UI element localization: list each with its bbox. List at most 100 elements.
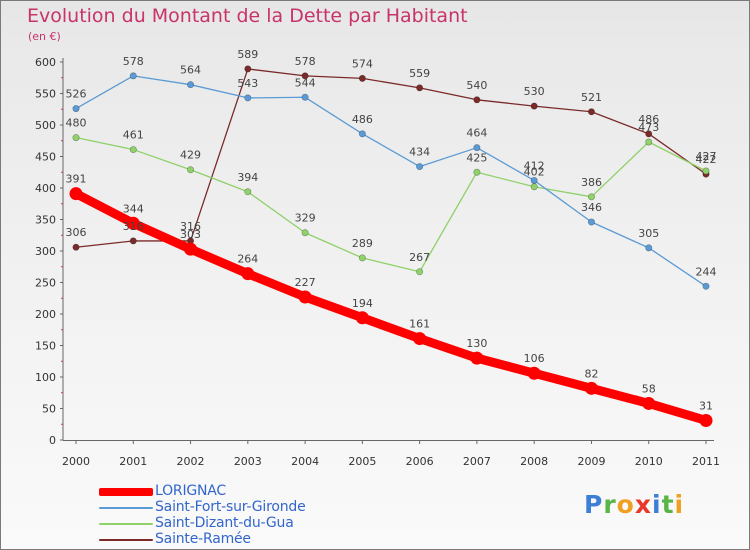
- x-tick-label: 2002: [177, 455, 205, 468]
- data-point: [527, 366, 541, 380]
- data-point: [645, 130, 653, 138]
- y-tick-label: 600: [35, 56, 56, 69]
- data-label: 244: [696, 265, 717, 278]
- x-tick-label: 2007: [463, 455, 491, 468]
- data-point: [301, 93, 309, 101]
- data-label: 427: [696, 150, 717, 163]
- data-point: [587, 193, 595, 201]
- data-label: 526: [66, 88, 87, 101]
- data-point: [187, 81, 195, 89]
- data-point: [584, 381, 598, 395]
- data-label: 574: [352, 57, 373, 70]
- legend-label: Saint-Dizant-du-Gua: [155, 515, 294, 531]
- data-label: 422: [696, 153, 717, 166]
- x-tick-label: 2009: [577, 455, 605, 468]
- data-label: 305: [638, 227, 659, 240]
- data-point: [72, 105, 80, 113]
- data-point: [126, 216, 140, 230]
- data-point: [358, 74, 366, 82]
- legend-label: Saint-Fort-sur-Gironde: [155, 499, 306, 515]
- logo-letter: i: [652, 490, 662, 519]
- data-label: 82: [584, 367, 598, 380]
- data-label: 540: [466, 79, 487, 92]
- logo-letter: o: [616, 490, 635, 519]
- chart-subtitle: (en €): [28, 30, 61, 43]
- data-point: [69, 187, 83, 201]
- logo-letter: t: [661, 490, 675, 519]
- data-point: [241, 267, 255, 281]
- data-label: 391: [66, 173, 87, 186]
- data-label: 434: [409, 146, 430, 159]
- data-point: [301, 229, 309, 237]
- data-point: [587, 218, 595, 226]
- legend-label: LORIGNAC: [155, 483, 227, 499]
- series-line: [71, 189, 711, 425]
- data-label: 589: [237, 48, 258, 61]
- series-saint-fort-sur-gironde: [72, 72, 710, 290]
- series-lorignac: [69, 187, 713, 427]
- data-label: 429: [180, 149, 201, 162]
- y-tick-label: 350: [35, 214, 56, 227]
- data-label: 412: [524, 159, 545, 172]
- data-label: 480: [66, 117, 87, 130]
- data-label: 425: [466, 151, 487, 164]
- data-point: [184, 242, 198, 256]
- y-tick-label: 0: [49, 434, 56, 447]
- x-tick-label: 2000: [62, 455, 90, 468]
- data-label: 303: [180, 228, 201, 241]
- data-point: [244, 65, 252, 73]
- data-point: [473, 168, 481, 176]
- data-label: 464: [466, 127, 487, 140]
- data-point: [355, 311, 369, 325]
- data-label: 402: [524, 166, 545, 179]
- logo-letter: P: [584, 490, 604, 519]
- x-tick-label: 2010: [635, 455, 663, 468]
- y-tick-label: 400: [35, 182, 56, 195]
- data-label: 306: [66, 226, 87, 239]
- data-label: 521: [581, 91, 602, 104]
- y-tick-label: 450: [35, 151, 56, 164]
- data-point: [358, 130, 366, 138]
- data-point: [702, 167, 710, 175]
- logo-letter: x: [634, 490, 652, 519]
- data-label: 161: [409, 318, 430, 331]
- data-point: [699, 413, 713, 427]
- data-point: [473, 144, 481, 152]
- data-label: 106: [524, 352, 545, 365]
- legend-swatch: [99, 523, 153, 525]
- data-point: [72, 243, 80, 251]
- data-label: 194: [352, 297, 373, 310]
- data-point: [187, 166, 195, 174]
- data-label: 227: [295, 276, 316, 289]
- x-tick-label: 2005: [348, 455, 376, 468]
- data-point: [645, 244, 653, 252]
- data-label: 530: [524, 85, 545, 98]
- data-label: 316: [123, 220, 144, 233]
- x-tick-label: 2004: [291, 455, 319, 468]
- data-point: [530, 183, 538, 191]
- logo-letter: i: [674, 490, 685, 519]
- x-tick-label: 2011: [692, 455, 720, 468]
- data-point: [416, 268, 424, 276]
- data-label: 394: [237, 171, 258, 184]
- legend-label: Sainte-Ramée: [155, 531, 251, 547]
- data-label: 486: [638, 113, 659, 126]
- data-point: [530, 102, 538, 110]
- data-point: [358, 254, 366, 262]
- data-point: [244, 94, 252, 102]
- data-label: 578: [123, 55, 144, 68]
- data-label: 267: [409, 251, 430, 264]
- data-label: 130: [466, 337, 487, 350]
- series-sainte-ram-e: [72, 65, 710, 251]
- legend-swatch: [99, 507, 153, 509]
- data-point: [530, 176, 538, 184]
- y-tick-label: 550: [35, 88, 56, 101]
- data-label: 486: [352, 113, 373, 126]
- data-point: [413, 332, 427, 346]
- data-point: [301, 72, 309, 80]
- data-label: 386: [581, 176, 602, 189]
- chart-axes: 0 50 100 150 200 250 300 350 400 450 500 550 600 2000…: [35, 56, 720, 468]
- data-point: [298, 290, 312, 304]
- data-point: [642, 396, 656, 410]
